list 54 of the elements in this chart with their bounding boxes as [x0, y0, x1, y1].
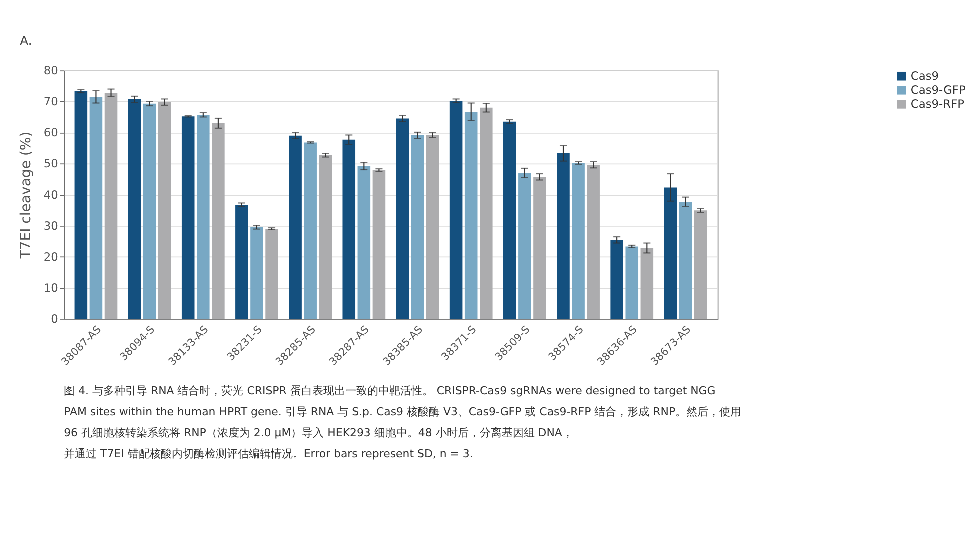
bar: [534, 177, 546, 320]
caption: 图 4. 与多种引导 RNA 结合时，荧光 CRISPR 蛋白表现出一致的中靶活性。 CRISPR-Cas9 sgRNAs were designed to target NGG: [64, 384, 716, 398]
bar: [236, 205, 248, 320]
bar: [358, 166, 371, 320]
bar: [342, 140, 356, 320]
bar: [182, 116, 195, 320]
bar: [518, 173, 532, 320]
y-tick-label: 80: [44, 64, 58, 78]
bar: [480, 108, 493, 320]
bar: [289, 136, 302, 320]
bar: [464, 112, 478, 320]
y-tick-label: 30: [44, 218, 58, 233]
bar: [304, 142, 317, 320]
y-tick-label: 70: [44, 94, 58, 109]
bar: [450, 101, 463, 320]
legend-label: Cas9: [910, 68, 940, 83]
bar: [557, 154, 570, 320]
bar: [694, 210, 708, 320]
text: 96 孔细胞核转染系统将 RNP（浓度为 2.0 μM）导入 HEK293 细胞中。48 小时后，分离基因组 DNA，: [64, 426, 574, 440]
bar: [426, 135, 440, 320]
bar: [610, 240, 624, 320]
bar: [250, 227, 264, 320]
legend-label: Cas9-RFP: [910, 96, 965, 111]
text: 并通过 T7EI 错配核酸内切酶检测评估编辑情况。Error bars represent SD, n = 3.: [64, 448, 474, 461]
bar: [104, 93, 118, 320]
bar: [626, 246, 639, 320]
bar: [74, 91, 88, 320]
y-tick-label: 60: [44, 126, 58, 140]
bar: [664, 188, 678, 320]
bar: [587, 165, 600, 320]
bar: [266, 228, 278, 320]
text: PAM sites within the human HPRT gene. 引导 RNA 与 S.p. Cas9 核酸酶 V3、Cas9-GFP 或 Cas9-RFP 结合，形成 RNP。然后，使用: [64, 406, 742, 419]
y-tick-label: 20: [44, 250, 58, 264]
bar: [640, 248, 654, 320]
bar: [372, 170, 386, 320]
y-tick-label: 50: [44, 156, 58, 171]
y-tick-label: 10: [44, 280, 58, 295]
text: A.: [20, 34, 32, 48]
y-tick-label: 0: [51, 312, 58, 326]
bar: [128, 100, 142, 320]
bar: [197, 115, 210, 320]
y-axis-title: T7EI cleavage (%): [18, 132, 35, 260]
bar: [679, 202, 692, 320]
bar: [504, 122, 516, 320]
bar: [396, 118, 410, 320]
y-tick-label: 40: [44, 188, 58, 202]
bar: [158, 102, 172, 320]
bar: [319, 155, 332, 320]
bar: [572, 163, 585, 320]
bar: [143, 104, 156, 320]
bar: [411, 136, 424, 320]
bar: [90, 97, 103, 320]
legend-label: Cas9-GFP: [910, 82, 966, 97]
bar: [212, 123, 225, 320]
